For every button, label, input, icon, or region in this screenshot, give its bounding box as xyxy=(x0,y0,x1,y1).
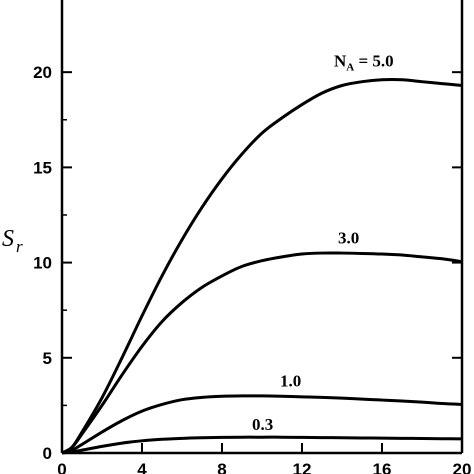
y-tick-label: 10 xyxy=(33,254,52,273)
y-tick-label: 5 xyxy=(43,349,52,368)
series-label: 1.0 xyxy=(280,371,301,390)
curves xyxy=(61,78,463,455)
series-line-N-A-5-0 xyxy=(61,78,463,455)
series-label: 3.0 xyxy=(338,229,359,248)
series-label: 0.3 xyxy=(252,415,273,434)
y-axis-title-main: S xyxy=(2,226,14,252)
x-tick-label: 8 xyxy=(217,460,226,474)
labels: NA = 5.0 3.0 1.0 0.3 xyxy=(252,51,394,434)
y-tick-label: 15 xyxy=(33,158,52,177)
ticks: 0 5 10 15 20 0 4 8 12 16 20 xyxy=(33,63,471,474)
axes xyxy=(60,0,464,455)
x-tick-label: 16 xyxy=(373,460,392,474)
x-tick-label: 12 xyxy=(293,460,312,474)
series-line-3-0 xyxy=(61,251,463,455)
x-tick-label: 4 xyxy=(137,460,147,474)
x-tick-label: 0 xyxy=(57,460,66,474)
y-tick-label: 20 xyxy=(33,63,52,82)
series-line-0-3 xyxy=(61,435,463,455)
x-tick-label: 20 xyxy=(453,460,472,474)
y-tick-label: 0 xyxy=(43,444,52,463)
y-axis-title-sub: r xyxy=(16,237,23,256)
series-line-1-0 xyxy=(61,394,463,455)
series-label: NA = 5.0 xyxy=(334,51,394,73)
